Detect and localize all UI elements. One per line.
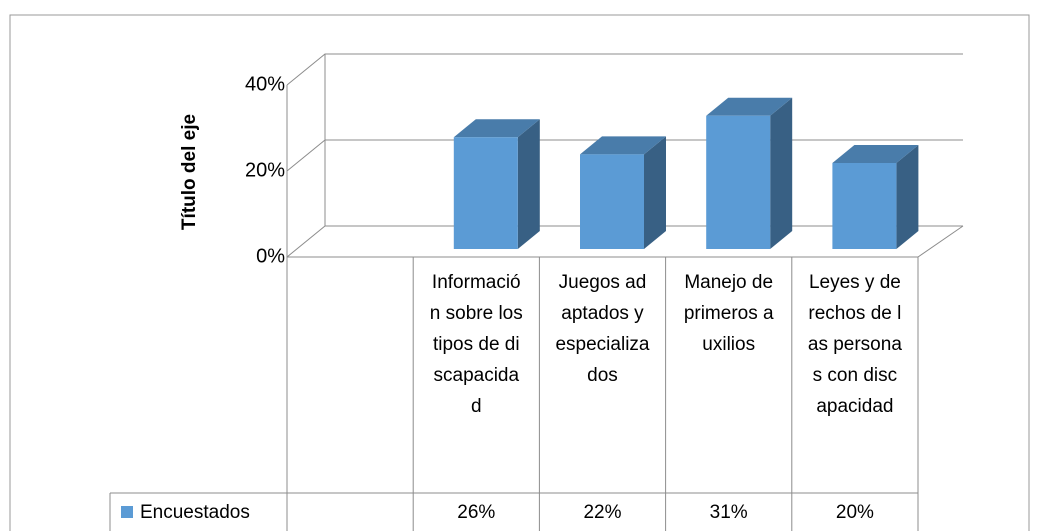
bar-side [770, 97, 793, 249]
bar-top [453, 119, 540, 138]
bar-front [832, 163, 897, 249]
bar [832, 145, 919, 249]
grid-line [286, 53, 963, 86]
bar-top [580, 136, 666, 155]
y-tick-label: 40% [245, 73, 285, 95]
value-label: 20% [835, 502, 874, 523]
bar-front [706, 115, 771, 249]
y-tick-label: 0% [256, 245, 285, 267]
category-label: Leyes y derechos de las personas con dis… [807, 272, 902, 417]
category-label: Información sobre los tipos de discapaci… [429, 272, 523, 417]
bar-side [896, 145, 919, 249]
bar [706, 97, 793, 249]
legend-key [121, 506, 133, 518]
bar-top [832, 145, 919, 163]
y-tick-label: 20% [245, 159, 285, 181]
chart-border [9, 14, 1030, 531]
category-label: Manejo de primeros auxilios [683, 272, 774, 355]
value-label: 31% [709, 502, 748, 523]
bar [453, 119, 540, 249]
value-label: 26% [457, 502, 496, 523]
bar-side [517, 119, 540, 249]
bar-front [580, 154, 644, 249]
y-axis-title: Título del eje [179, 114, 200, 230]
bar-front [453, 137, 518, 249]
bar-side [644, 136, 666, 249]
category-label: Juegos adaptados y especializados [555, 272, 650, 386]
legend-label: Encuestados [140, 502, 250, 523]
value-label: 22% [583, 502, 622, 523]
bar [580, 136, 666, 249]
bar-top [706, 97, 793, 116]
